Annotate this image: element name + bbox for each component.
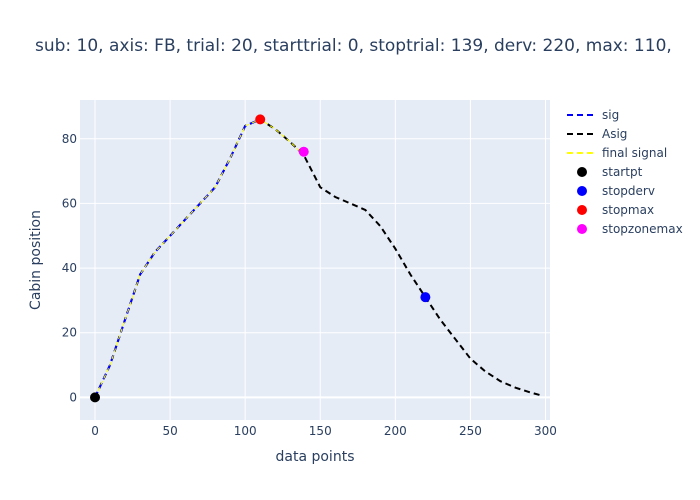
series-layer [94,118,543,398]
legend-item-sig[interactable]: sig [567,108,619,122]
legend-item-stopmax[interactable]: stopmax [577,203,654,217]
y-tick-label: 60 [62,196,77,210]
x-axis-title: data points [276,449,355,465]
x-tick-label: 0 [91,424,99,438]
legend-item-startpt[interactable]: startpt [577,165,643,179]
legend-swatch-startpt [577,167,587,177]
y-tick-label: 80 [62,132,77,146]
y-tick-label: 0 [69,390,77,404]
marker-startpt [90,392,101,403]
marker-stopzonemax [298,146,309,157]
y-axis-title: Cabin position [28,210,44,310]
x-tick-label: 300 [534,424,557,438]
x-tick-label: 100 [234,424,257,438]
marker-stopmax [255,114,266,125]
chart-title: sub: 10, axis: FB, trial: 20, starttrial… [35,36,672,56]
legend-item-stopzonemax[interactable]: stopzonemax [577,222,683,236]
y-tick-label: 20 [62,326,77,340]
legend-swatch-stopmax [577,205,587,215]
legend-label-final-signal: final signal [602,146,667,160]
legend-item-asig[interactable]: Asig [567,127,627,141]
legend[interactable]: sig Asig final signal startpt stopderv stopma… [567,108,683,236]
legend-label-stopzonemax: stopzonemax [602,222,683,236]
tick-labels: 0 50 100 150 200 250 300 0 20 40 60 80 [62,132,557,438]
legend-label-stopderv: stopderv [602,184,655,198]
y-tick-label: 40 [62,261,77,275]
legend-swatch-stopderv [577,186,587,196]
x-tick-label: 200 [384,424,407,438]
marker-layer [90,114,431,403]
legend-label-stopmax: stopmax [602,203,654,217]
series-line-final-signal [94,118,305,398]
grid-lines [80,100,550,420]
legend-item-stopderv[interactable]: stopderv [577,184,655,198]
legend-item-final-signal[interactable]: final signal [567,146,667,160]
plot-area [80,100,550,420]
legend-label-startpt: startpt [602,165,643,179]
x-tick-label: 150 [309,424,332,438]
legend-swatch-stopzonemax [577,224,587,234]
marker-stopderv [420,292,431,303]
x-tick-label: 50 [162,424,177,438]
legend-label-sig: sig [602,108,619,122]
x-tick-label: 250 [459,424,482,438]
legend-label-asig: Asig [602,127,627,141]
